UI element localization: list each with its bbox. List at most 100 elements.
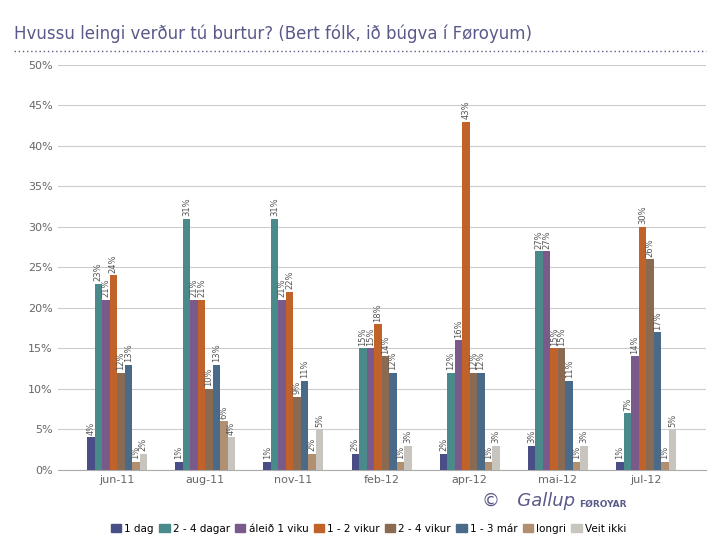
Bar xyxy=(646,259,654,470)
Bar xyxy=(551,348,558,470)
Text: 24%: 24% xyxy=(109,254,118,273)
Text: 11%: 11% xyxy=(564,360,574,378)
Text: 4%: 4% xyxy=(227,422,236,435)
Text: 2%: 2% xyxy=(439,438,448,451)
Bar xyxy=(661,462,669,470)
Text: 15%: 15% xyxy=(550,327,559,346)
Bar xyxy=(271,219,279,470)
Bar xyxy=(220,421,228,470)
Bar xyxy=(351,454,359,470)
Text: 27%: 27% xyxy=(535,230,544,248)
Text: 3%: 3% xyxy=(403,430,413,443)
Bar xyxy=(205,389,212,470)
Text: 16%: 16% xyxy=(454,319,463,338)
Bar xyxy=(109,275,117,470)
Text: 3%: 3% xyxy=(492,430,500,443)
Bar xyxy=(279,300,286,470)
Bar xyxy=(616,462,624,470)
Bar xyxy=(389,373,397,470)
Text: 21%: 21% xyxy=(189,279,199,297)
Bar xyxy=(624,413,631,470)
Bar xyxy=(212,364,220,470)
Text: 1%: 1% xyxy=(174,446,184,459)
Bar xyxy=(469,373,477,470)
Text: 11%: 11% xyxy=(300,360,309,378)
Text: 3%: 3% xyxy=(580,430,589,443)
Bar xyxy=(631,356,639,470)
Text: 21%: 21% xyxy=(102,279,110,297)
Text: FØROYAR: FØROYAR xyxy=(580,500,627,509)
Text: 12%: 12% xyxy=(469,352,478,370)
Text: 14%: 14% xyxy=(381,335,390,354)
Text: 7%: 7% xyxy=(623,397,632,410)
Bar xyxy=(301,381,308,470)
Bar xyxy=(140,454,147,470)
Bar xyxy=(558,348,565,470)
Bar xyxy=(639,227,646,470)
Text: 12%: 12% xyxy=(477,352,485,370)
Text: 27%: 27% xyxy=(542,230,552,248)
Text: 2%: 2% xyxy=(139,438,148,451)
Bar xyxy=(125,364,132,470)
Bar xyxy=(87,437,94,470)
Bar xyxy=(382,356,389,470)
Text: 1%: 1% xyxy=(131,446,140,459)
Text: 13%: 13% xyxy=(212,343,221,362)
Bar xyxy=(580,446,588,470)
Text: 15%: 15% xyxy=(359,327,367,346)
Text: 3%: 3% xyxy=(527,430,536,443)
Bar xyxy=(447,373,455,470)
Bar xyxy=(485,462,492,470)
Text: 1%: 1% xyxy=(572,446,581,459)
Bar xyxy=(102,300,109,470)
Bar xyxy=(565,381,573,470)
Text: 21%: 21% xyxy=(197,279,206,297)
Bar xyxy=(404,446,412,470)
Bar xyxy=(359,348,366,470)
Bar xyxy=(198,300,205,470)
Bar xyxy=(669,429,676,470)
Text: 43%: 43% xyxy=(462,100,471,119)
Text: 1%: 1% xyxy=(484,446,493,459)
Text: 30%: 30% xyxy=(638,206,647,225)
Text: 1%: 1% xyxy=(263,446,271,459)
Bar xyxy=(397,462,404,470)
Text: 17%: 17% xyxy=(653,311,662,329)
Bar xyxy=(366,348,374,470)
Bar xyxy=(536,251,543,470)
Bar xyxy=(308,454,316,470)
Text: 15%: 15% xyxy=(366,327,375,346)
Text: Hvussu leingi verður tú burtur? (Bert fólk, ið búgva í Føroyum): Hvussu leingi verður tú burtur? (Bert fó… xyxy=(14,24,532,43)
Text: 12%: 12% xyxy=(388,352,397,370)
Text: 12%: 12% xyxy=(446,352,456,370)
Text: 1%: 1% xyxy=(396,446,405,459)
Text: 23%: 23% xyxy=(94,262,103,281)
Bar xyxy=(94,284,102,470)
Text: 12%: 12% xyxy=(117,352,125,370)
Bar xyxy=(528,446,536,470)
Bar xyxy=(654,332,661,470)
Text: 10%: 10% xyxy=(204,368,213,387)
Text: 2%: 2% xyxy=(307,438,317,451)
Legend: 1 dag, 2 - 4 dagar, áleið 1 viku, 1 - 2 vikur, 2 - 4 vikur, 1 - 3 már, longri, V: 1 dag, 2 - 4 dagar, áleið 1 viku, 1 - 2 … xyxy=(107,519,631,538)
Bar xyxy=(374,324,382,470)
Text: 15%: 15% xyxy=(557,327,566,346)
Text: 5%: 5% xyxy=(668,414,677,427)
Bar xyxy=(462,122,469,470)
Bar xyxy=(117,373,125,470)
Text: 21%: 21% xyxy=(278,279,287,297)
Text: ©   Gallup: © Gallup xyxy=(482,492,575,510)
Bar xyxy=(294,397,301,470)
Text: 5%: 5% xyxy=(315,414,324,427)
Bar xyxy=(264,462,271,470)
Text: 26%: 26% xyxy=(645,238,654,256)
Text: 22%: 22% xyxy=(285,271,294,289)
Text: 14%: 14% xyxy=(631,335,639,354)
Text: 31%: 31% xyxy=(182,198,191,216)
Text: 2%: 2% xyxy=(351,438,360,451)
Text: 4%: 4% xyxy=(86,422,95,435)
Bar xyxy=(455,340,462,470)
Bar xyxy=(132,462,140,470)
Bar xyxy=(492,446,500,470)
Bar xyxy=(316,429,323,470)
